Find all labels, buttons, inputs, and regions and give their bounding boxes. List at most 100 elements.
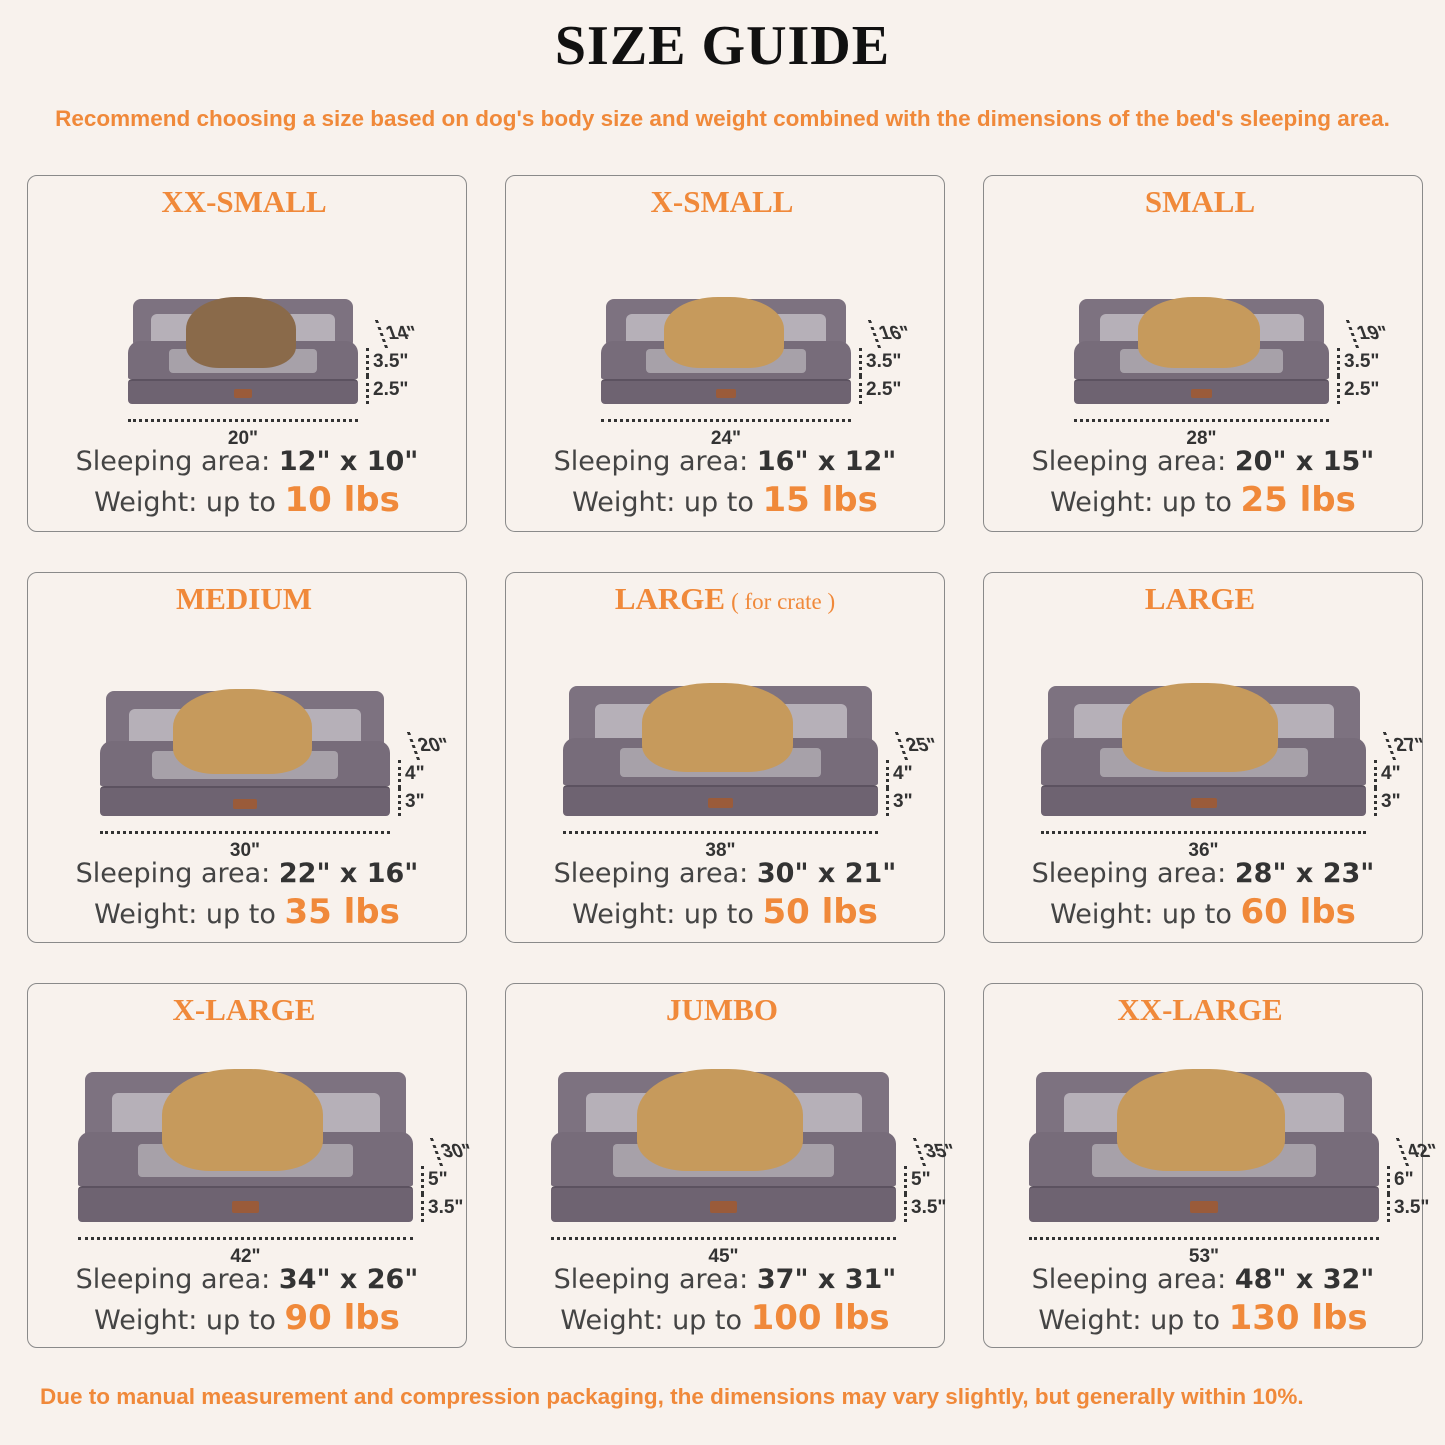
depth-label: 30": [429, 1138, 507, 1166]
depth-label: 14": [374, 320, 452, 348]
sleeping-area: Sleeping area: 12" x 10": [28, 446, 466, 477]
weight-label: Weight: up to: [1038, 1305, 1221, 1336]
width-label: 38": [705, 840, 736, 861]
sleeping-area-label: Sleeping area:: [553, 1264, 749, 1295]
width-dimension-line: [601, 419, 851, 422]
width-label: 42": [230, 1246, 261, 1267]
sleeping-area: Sleeping area: 28" x 23": [984, 858, 1422, 889]
weight-limit: Weight: up to 60 lbs: [984, 892, 1422, 932]
height-base-label: 3.5": [904, 1194, 984, 1222]
weight-label: Weight: up to: [94, 899, 276, 930]
size-name: LARGE: [1144, 581, 1256, 616]
size-name: MEDIUM: [175, 581, 313, 616]
height-dimensions: 19" 3.5" 2.5": [1337, 320, 1423, 404]
sleeping-area: Sleeping area: 20" x 15": [984, 446, 1422, 477]
brand-tag-icon: [707, 797, 734, 809]
weight-limit: Weight: up to 130 lbs: [984, 1298, 1422, 1338]
height-base-label: 3.5": [1387, 1194, 1445, 1222]
sleeping-area-value: 28" x 23": [1234, 858, 1375, 889]
size-title: XX-SMALL: [28, 184, 466, 220]
weight-value: 35 lbs: [284, 892, 400, 932]
weight-limit: Weight: up to 25 lbs: [984, 480, 1422, 520]
bed-image: [78, 1069, 413, 1222]
height-top-label: 3.5": [366, 348, 446, 376]
bed-image: [551, 1069, 896, 1222]
width-label: 28": [1186, 428, 1217, 449]
brand-tag-icon: [1191, 389, 1212, 398]
height-base-label: 3.5": [421, 1194, 501, 1222]
height-base-label: 3": [398, 788, 478, 816]
size-name: XX-SMALL: [161, 184, 327, 219]
brand-tag-icon: [709, 1201, 738, 1213]
size-title: LARGE: [984, 581, 1422, 617]
size-card: LARGE 27" 4" 3" 36" Sleeping area: 28" x…: [983, 572, 1445, 943]
sleeping-area-value: 48" x 32": [1234, 1264, 1375, 1295]
weight-label: Weight: up to: [560, 1305, 743, 1336]
size-card: SMALL 19" 3.5" 2.5" 28" Sleeping area: 2…: [983, 175, 1423, 532]
weight-limit: Weight: up to 100 lbs: [506, 1298, 944, 1338]
sleeping-area: Sleeping area: 30" x 21": [506, 858, 944, 889]
width-label: 30": [229, 840, 261, 861]
footer-note: Due to manual measurement and compressio…: [40, 1384, 1304, 1409]
size-title: SMALL: [984, 184, 1422, 220]
sleeping-area: Sleeping area: 37" x 31": [506, 1264, 944, 1295]
height-dimensions: 42" 6" 3.5": [1387, 1138, 1445, 1222]
size-note: ( for crate ): [731, 589, 836, 614]
pet-image: [185, 296, 296, 369]
height-base-label: 3": [886, 788, 966, 816]
size-title: X-LARGE: [28, 992, 466, 1028]
weight-value: 100 lbs: [750, 1298, 890, 1338]
weight-label: Weight: up to: [94, 1305, 276, 1336]
sleeping-area: Sleeping area: 22" x 16": [28, 858, 466, 889]
width-label: 45": [708, 1246, 739, 1267]
size-title: LARGE( for crate ): [506, 581, 944, 617]
weight-value: 15 lbs: [762, 480, 878, 520]
weight-value: 130 lbs: [1228, 1298, 1368, 1338]
width-dimension-line: [1029, 1237, 1379, 1240]
bed-image: [563, 683, 878, 816]
sleeping-area-label: Sleeping area:: [75, 446, 271, 477]
height-dimensions: 27" 4" 3": [1374, 732, 1445, 816]
height-base-label: 2.5": [1337, 376, 1417, 404]
height-top-label: 4": [398, 760, 478, 788]
width-dimension-line: [128, 419, 358, 422]
pet-image: [1122, 683, 1279, 772]
depth-label: 25": [894, 732, 972, 760]
weight-value: 50 lbs: [762, 892, 878, 932]
weight-label: Weight: up to: [1050, 899, 1232, 930]
pet-image: [641, 683, 793, 772]
weight-label: Weight: up to: [1050, 487, 1232, 518]
size-card: XX-LARGE 42" 6" 3.5" 53" Sleeping area: …: [983, 983, 1445, 1348]
size-card: X-SMALL 16" 3.5" 2.5" 24" Sleeping area:…: [505, 175, 945, 532]
sleeping-area-label: Sleeping area:: [75, 858, 271, 889]
weight-label: Weight: up to: [572, 487, 754, 518]
size-card: X-LARGE 30" 5" 3.5" 42" Sleeping area: 3…: [27, 983, 507, 1348]
pet-image: [1116, 1069, 1285, 1171]
sleeping-area-label: Sleeping area:: [75, 1264, 271, 1295]
width-label: 20": [227, 428, 259, 449]
brand-tag-icon: [1190, 797, 1217, 809]
weight-value: 60 lbs: [1240, 892, 1356, 932]
brand-tag-icon: [1190, 1201, 1218, 1213]
height-top-label: 4": [886, 760, 966, 788]
pet-image: [663, 296, 784, 369]
weight-limit: Weight: up to 50 lbs: [506, 892, 944, 932]
pet-image: [637, 1069, 803, 1171]
weight-label: Weight: up to: [94, 487, 276, 518]
sleeping-area: Sleeping area: 34" x 26": [28, 1264, 466, 1295]
size-card: MEDIUM 20" 4" 3" 30" Sleeping area: 22" …: [27, 572, 484, 943]
size-name: SMALL: [1144, 184, 1256, 219]
height-dimensions: 14" 3.5" 2.5": [366, 320, 452, 404]
bed-image: [128, 296, 358, 404]
width-dimension-line: [100, 831, 390, 834]
size-card: LARGE( for crate ) 25" 4" 3" 38" Sleepin…: [505, 572, 972, 943]
width-dimension-line: [551, 1237, 896, 1240]
size-title: XX-LARGE: [984, 992, 1422, 1028]
width-dimension-line: [1074, 419, 1329, 422]
height-dimensions: 20" 4" 3": [398, 732, 484, 816]
pet-image: [172, 688, 312, 774]
bed-image: [1041, 683, 1366, 816]
weight-limit: Weight: up to 10 lbs: [28, 480, 466, 520]
weight-value: 90 lbs: [284, 1298, 400, 1338]
size-card: JUMBO 35" 5" 3.5" 45" Sleeping area: 37"…: [505, 983, 990, 1348]
